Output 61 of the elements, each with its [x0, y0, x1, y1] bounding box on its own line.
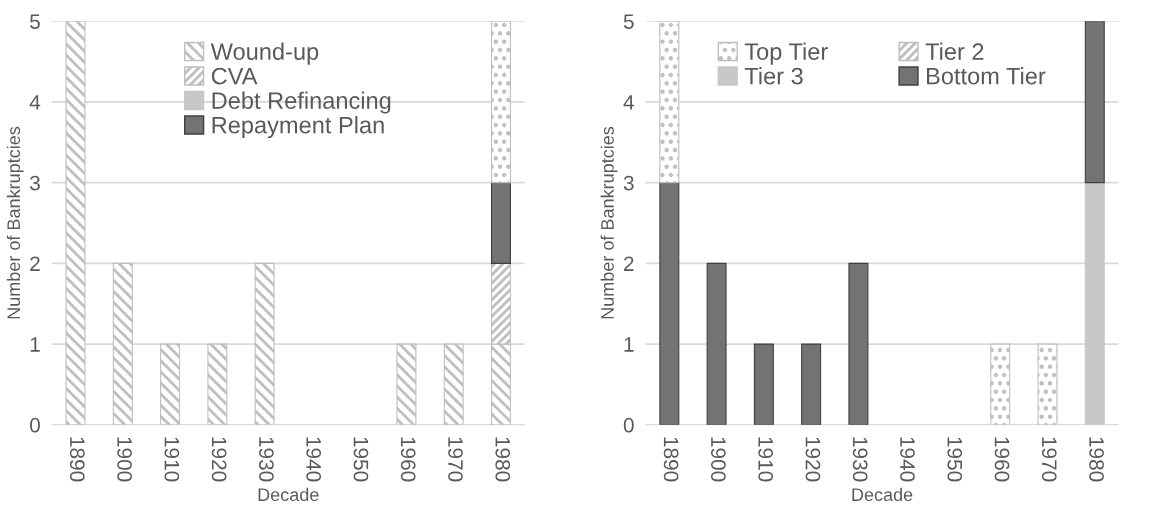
bar [112, 262, 133, 425]
x-tick-label: 1890 [69, 437, 85, 482]
legend-label: Wound-up [210, 42, 319, 65]
bar [160, 343, 181, 425]
y-tick-label: 0 [30, 417, 40, 433]
legend-label: Repayment Plan [212, 116, 384, 139]
bar [1084, 182, 1105, 425]
x-tick-label: 1980 [1089, 437, 1104, 482]
x-axis-title: Decade [852, 487, 913, 502]
x-tick-label: 1920 [211, 437, 227, 482]
y-tick-label: 4 [29, 95, 41, 110]
y-axis-title: Number of Bankruptcies [600, 126, 618, 319]
bar [490, 21, 511, 184]
x-tick-label: 1930 [259, 437, 274, 482]
bar [443, 343, 464, 425]
bar [706, 262, 727, 425]
x-tick-label: 1980 [495, 437, 511, 482]
bar [207, 343, 228, 425]
y-tick-label: 1 [30, 337, 40, 352]
bar [801, 343, 822, 425]
bar [848, 262, 869, 425]
legend-label: Tier 2 [925, 42, 984, 60]
x-tick-label: 1970 [1041, 437, 1057, 482]
y-tick-label: 4 [623, 95, 634, 110]
bar [1084, 21, 1105, 184]
x-tick-label: 1930 [852, 437, 868, 482]
bar [990, 343, 1011, 425]
y-tick-label: 2 [30, 256, 40, 271]
x-tick-label: 1960 [400, 437, 416, 482]
x-tick-label: 1970 [448, 437, 463, 482]
x-tick-label: 1910 [758, 437, 774, 482]
y-tick-label: 2 [624, 256, 634, 271]
legend-label: Top Tier [744, 42, 828, 65]
x-tick-label: 1890 [663, 437, 679, 482]
x-tick-label: 1940 [900, 437, 915, 482]
bar [1037, 343, 1058, 425]
y-tick-label: 5 [30, 14, 40, 29]
bar [490, 182, 511, 264]
x-tick-label: 1960 [994, 437, 1010, 482]
y-tick-label: 3 [623, 175, 634, 191]
y-tick-label: 3 [29, 175, 40, 191]
legend-label: Bottom Tier [927, 67, 1046, 85]
x-tick-label: 1950 [353, 437, 369, 482]
x-tick-label: 1900 [711, 437, 726, 482]
legend-label: Debt Refinancing [212, 91, 391, 114]
y-tick-label: 1 [624, 337, 634, 352]
bar [65, 21, 86, 425]
x-tick-label: 1900 [117, 437, 132, 482]
x-tick-label: 1910 [164, 437, 180, 482]
bar [753, 343, 774, 425]
legend-label: CVA [211, 67, 258, 85]
x-axis-title: Decade [258, 487, 319, 502]
x-tick-label: 1920 [805, 437, 821, 482]
y-tick-label: 5 [623, 14, 634, 29]
y-tick-label: 0 [623, 417, 634, 433]
x-tick-label: 1950 [947, 437, 963, 482]
x-tick-label: 1940 [306, 437, 322, 482]
bar [254, 262, 275, 425]
bar [396, 343, 417, 425]
y-axis-title: Number of Bankruptcies [6, 126, 24, 319]
legend-label: Tier 3 [744, 67, 803, 85]
